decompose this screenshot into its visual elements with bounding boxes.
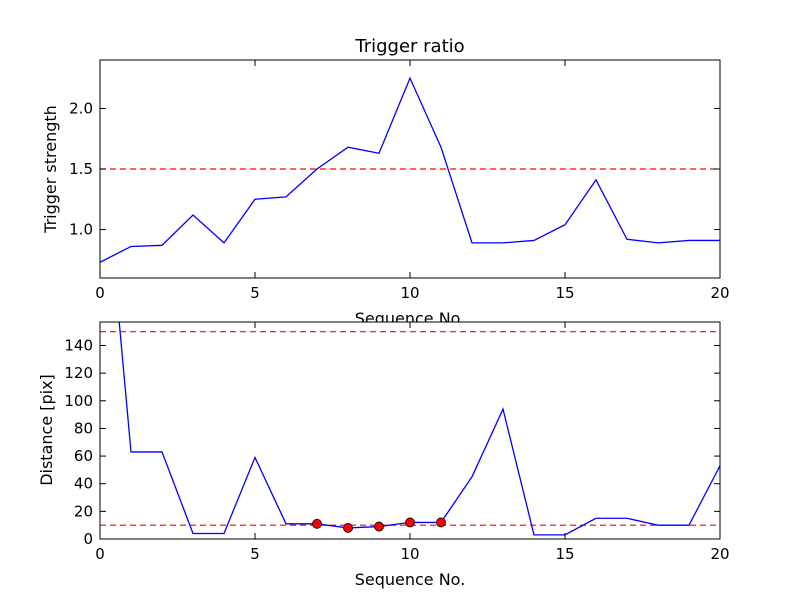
bottom-x-tick-label: 5 bbox=[250, 545, 260, 563]
top-y-tick-label: 2.0 bbox=[69, 99, 93, 117]
bottom-x-axis-label: Sequence No. bbox=[355, 570, 466, 589]
bottom-y-tick-label: 0 bbox=[83, 530, 93, 548]
bottom-y-tick-label: 20 bbox=[74, 502, 93, 520]
bottom-y-tick-label: 40 bbox=[74, 475, 93, 493]
top-y-axis-label: Trigger strength bbox=[41, 105, 60, 234]
bottom-marker-point bbox=[405, 517, 415, 528]
bottom-y-tick-label: 60 bbox=[74, 447, 93, 465]
bottom-x-tick-label: 0 bbox=[95, 545, 105, 563]
top-x-tick-label: 20 bbox=[710, 284, 729, 302]
top-plot-marks bbox=[100, 76, 720, 263]
bottom-y-tick-label: 100 bbox=[64, 392, 93, 410]
top-y-tick-label: 1.5 bbox=[69, 160, 93, 178]
top-x-tick-label: 0 bbox=[95, 284, 105, 302]
top-x-tick-label: 15 bbox=[555, 284, 574, 302]
top-series-line-0 bbox=[100, 76, 720, 263]
bottom-y-tick-label: 120 bbox=[64, 364, 93, 382]
top-y-tick-label: 1.0 bbox=[69, 221, 93, 239]
bottom-marker-point bbox=[374, 521, 384, 532]
top-x-tick-label: 10 bbox=[400, 284, 419, 302]
top-chart-title: Trigger ratio bbox=[354, 36, 464, 57]
top-x-tick-label: 5 bbox=[250, 284, 260, 302]
top-subplot: 0 5 10 15 201.01.52.0 Trigger ratio Sequence… bbox=[41, 36, 730, 328]
bottom-marker-point bbox=[343, 523, 353, 533]
bottom-x-tick-label: 15 bbox=[555, 545, 574, 563]
bottom-marker-point bbox=[312, 518, 322, 529]
bottom-x-tick-label: 20 bbox=[710, 545, 729, 563]
bottom-y-tick-label: 80 bbox=[74, 419, 93, 437]
bottom-y-tick-label: 140 bbox=[64, 336, 93, 354]
bottom-plot-area bbox=[100, 322, 720, 539]
bottom-y-axis-label: Distance [pix] bbox=[37, 374, 56, 486]
bottom-plot-marks bbox=[100, 322, 720, 536]
bottom-x-tick-label: 10 bbox=[400, 545, 419, 563]
bottom-marker-point bbox=[436, 517, 446, 528]
top-ticks: 0 5 10 15 20 1.0 1.5 2.0 bbox=[69, 60, 730, 302]
bottom-ticks: 0 5 10 15 20 0 20 40 60 80 100 120 140 bbox=[64, 322, 730, 563]
